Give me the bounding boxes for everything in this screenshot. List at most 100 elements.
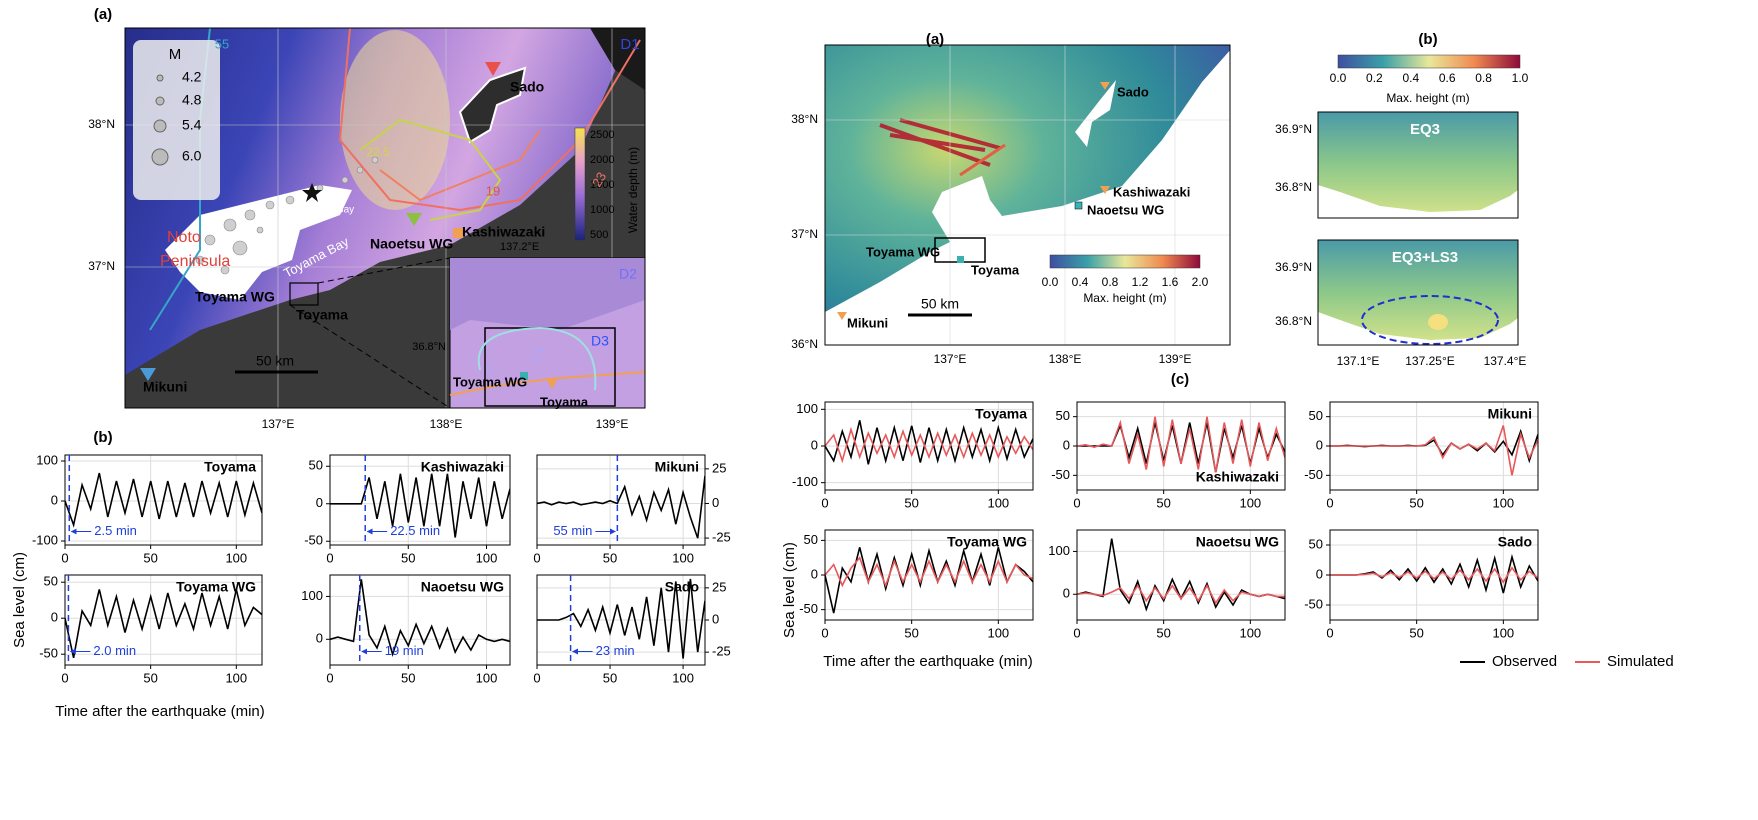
label: Toyama WG (866, 244, 940, 259)
x-tick-label: 100 (1239, 495, 1261, 510)
label: Water depth (m) (626, 147, 640, 233)
data-line (537, 578, 705, 659)
x-tick-label: 50 (904, 625, 918, 640)
label: Noto (167, 229, 201, 246)
label: (b) (1418, 31, 1437, 48)
label: 1000 (590, 204, 614, 216)
y-tick-label: -50 (1051, 467, 1070, 482)
inset-link (317, 257, 451, 284)
label: D1 (620, 36, 639, 53)
label: (c) (1171, 371, 1189, 388)
y-tick-label: 0 (316, 495, 323, 510)
y-tick-label: 50 (309, 458, 323, 473)
label: 137°E (934, 352, 967, 366)
plot-frame (64, 454, 263, 546)
label: Time after the earthquake (min) (823, 653, 1033, 670)
label: (a) (94, 6, 112, 23)
plot-frame (329, 574, 511, 666)
label: 19 (486, 183, 500, 198)
plot-frame (329, 454, 511, 546)
data-line (65, 589, 262, 658)
label: 4.8 (182, 92, 202, 108)
label: EQ3+LS3 (1392, 249, 1458, 266)
label: 23 (589, 169, 609, 189)
label: 5.4 (182, 117, 202, 133)
plot-frame (536, 574, 706, 666)
label: Toyama (296, 307, 348, 323)
x-tick-label: 0 (821, 495, 828, 510)
x-tick-label: 50 (1156, 495, 1170, 510)
data-line (65, 472, 262, 528)
data-line (825, 420, 1033, 465)
x-tick-label: 0 (326, 670, 333, 685)
label: 1500 (590, 179, 614, 191)
plot-frame (824, 529, 1034, 621)
x-tick-label: 100 (476, 670, 498, 685)
y-tick-label: 0 (811, 437, 818, 452)
label: 1.0 (1512, 71, 1529, 85)
y-tick-label: 0 (1063, 586, 1070, 601)
y-tick-label: 0 (316, 631, 323, 646)
y-tick-label: 100 (1048, 543, 1070, 558)
plot-frame (824, 401, 1034, 491)
y-tick-label: 100 (36, 452, 58, 467)
label: 0.8 (1475, 71, 1492, 85)
label: Sea level (cm) (781, 542, 798, 638)
y-tick-label: 0 (712, 495, 719, 510)
label: Toyama (971, 262, 1020, 277)
x-tick-label: 0 (326, 550, 333, 565)
label: Naoetsu WG (370, 236, 453, 252)
x-tick-label: 0 (61, 550, 68, 565)
y-tick-label: -25 (712, 530, 731, 545)
chart-title: Toyama (204, 459, 256, 475)
label: M (169, 46, 182, 63)
label: 4.2 (182, 69, 202, 85)
label: 0.2 (1366, 71, 1383, 85)
plot-frame (1329, 401, 1539, 491)
x-tick-label: 0 (533, 670, 540, 685)
label: Naoetsu WG (1087, 202, 1164, 217)
arrival-label: 2.5 min (94, 523, 137, 538)
y-tick-label: 0 (51, 492, 58, 507)
y-tick-label: -25 (712, 644, 731, 659)
label: 36.8°N (1275, 314, 1312, 328)
y-tick-label: 50 (1056, 408, 1070, 423)
label: 137.4°E (1484, 354, 1527, 368)
chart-title: Kashiwazaki (1196, 469, 1279, 485)
data-line (1330, 425, 1538, 476)
label: 139°E (596, 417, 629, 431)
line-chart: 0 50 100 0 100 Naoetsu WG 19 min (301, 574, 511, 685)
label: D2 (619, 266, 637, 282)
x-tick-label: 50 (603, 670, 617, 685)
y-tick-label: -50 (304, 533, 323, 548)
x-tick-label: 100 (672, 550, 694, 565)
label: 1.6 (1162, 275, 1179, 289)
x-tick-label: 100 (225, 670, 247, 685)
label: 38°N (88, 117, 115, 131)
label: Toyama WG (195, 289, 275, 305)
y-tick-label: 0 (712, 611, 719, 626)
label: 137.2°E (500, 241, 539, 253)
x-tick-label: 50 (1409, 625, 1423, 640)
x-tick-label: 50 (401, 670, 415, 685)
x-tick-label: 50 (143, 670, 157, 685)
label: 0.4 (1072, 275, 1089, 289)
label: 2.0 (1192, 275, 1209, 289)
arrival-label: 55 min (553, 523, 592, 538)
label: 137.25°E (1405, 354, 1455, 368)
label: Simulated (1607, 653, 1674, 670)
chart-title: Kashiwazaki (421, 459, 504, 475)
label: Peninsula (160, 253, 230, 270)
x-tick-label: 100 (1492, 625, 1514, 640)
x-tick-label: 0 (1326, 495, 1333, 510)
chart-title: Mikuni (655, 459, 699, 475)
arrival-label: 22.5 min (390, 523, 440, 538)
y-tick-label: 25 (712, 460, 726, 475)
y-tick-label: 50 (1309, 408, 1323, 423)
label: Sado (1117, 84, 1149, 99)
